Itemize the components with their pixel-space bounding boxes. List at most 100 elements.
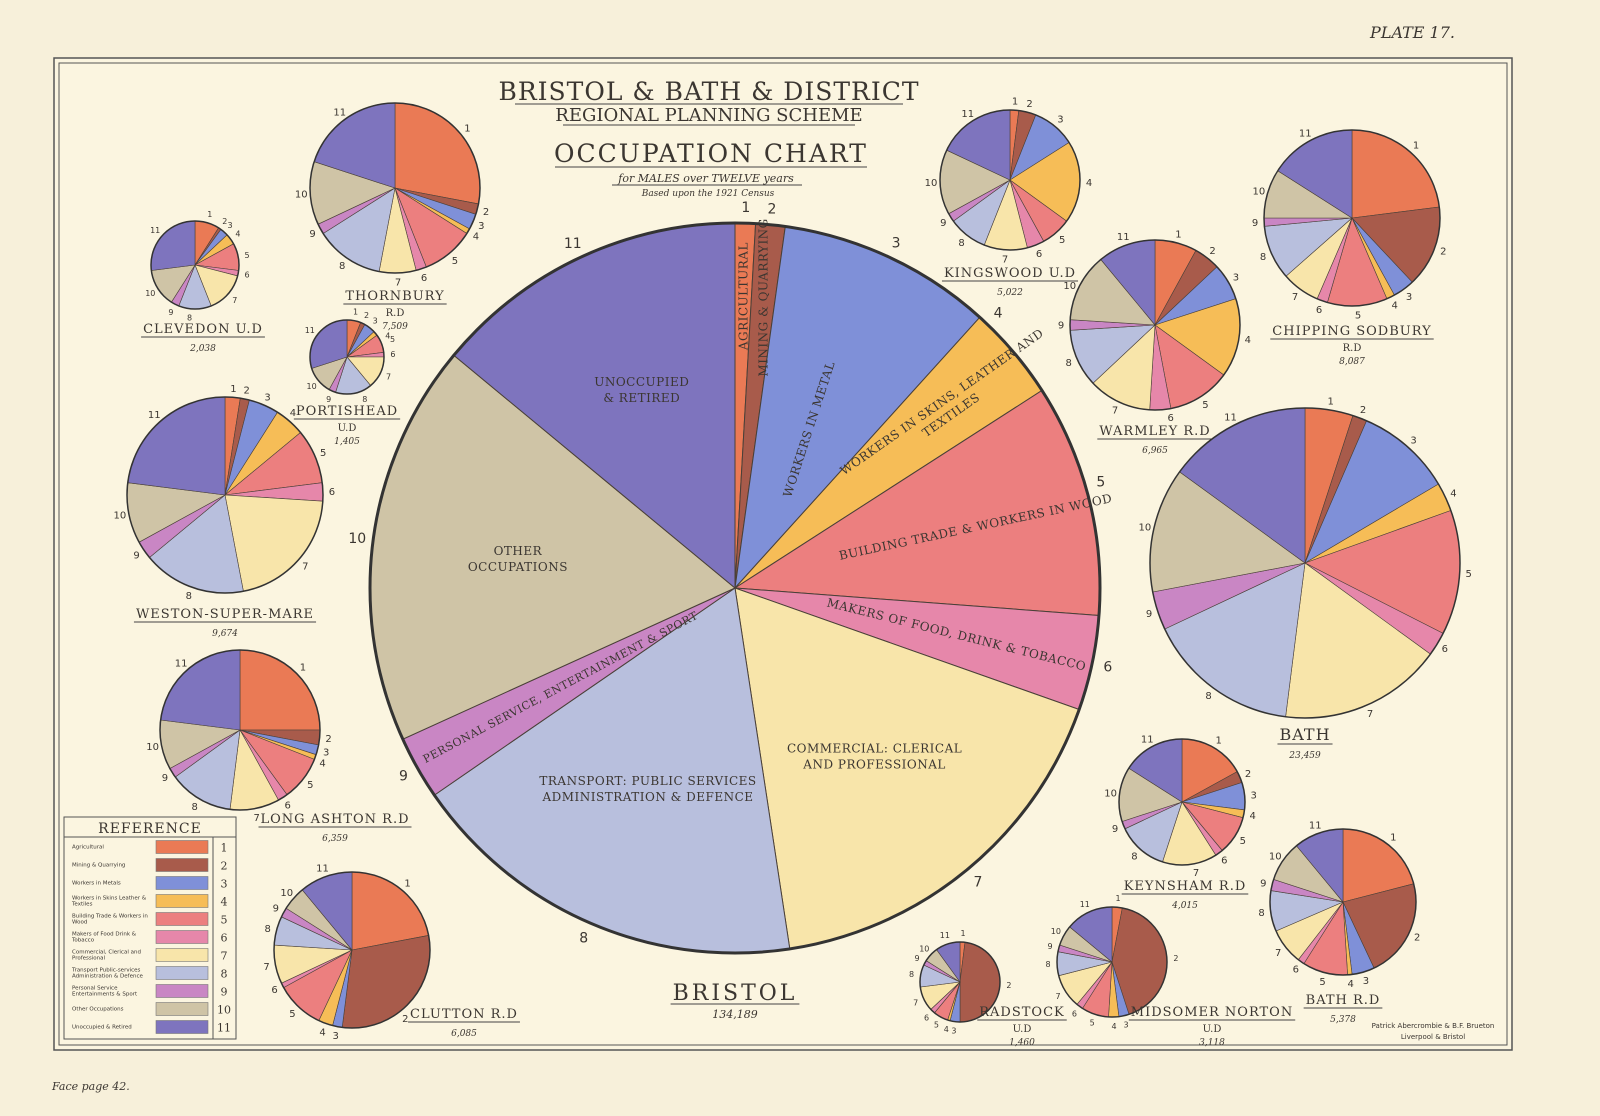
pie-total-bath-rd: 5,378 <box>1330 1015 1356 1025</box>
legend-number: 5 <box>221 914 228 927</box>
slice-number-label: 8 <box>1066 358 1072 369</box>
plate-number: PLATE 17. <box>1369 23 1455 42</box>
slice-number-label: 2 <box>364 311 369 320</box>
legend-label-line: Workers in Metals <box>72 881 121 887</box>
legend-label-line: Wood <box>72 919 87 925</box>
slice-number-label: 2 <box>222 217 227 226</box>
slice-number-label: 6 <box>329 487 335 498</box>
pie-kingswood: 1 2 3 4 5 6 7 8 9 10 11 KINGSWOOD U.D 5,022 <box>925 97 1093 298</box>
pie-clevedon: 1 2 34 5 6 7 8 9 10 11 CLEVEDON U.D 2,038 <box>141 210 265 354</box>
legend-swatch <box>155 984 209 998</box>
slice-number-label: 1 <box>1328 397 1334 408</box>
slice-number-label: 7 <box>263 962 269 973</box>
pie-long-ashton: 1 2 345 6 7 8 9 10 11 LONG ASHTON R.D 6,359 <box>146 649 412 844</box>
legend-item-2: Mining & Quarrying 2 <box>72 858 228 873</box>
slice-number-label: 9 <box>309 229 315 240</box>
pie-total-midsomer-norton: 3,118 <box>1199 1038 1225 1048</box>
legend-swatch <box>155 876 209 890</box>
slice-number-label: 1 <box>1012 97 1018 108</box>
pie-outline <box>309 319 385 395</box>
slice-number-label: 1 <box>404 879 410 890</box>
legend-swatch <box>155 858 209 872</box>
slice-number-label: 8 <box>1131 852 1137 863</box>
slice-number-label: 11 <box>1141 734 1154 745</box>
legend-label: Other Occupations <box>72 1007 124 1013</box>
pie-name-thornbury: THORNBURY <box>345 289 444 304</box>
slice-number-label: 3 <box>373 317 378 326</box>
slice-number-label: 5 <box>452 256 458 267</box>
slice-number-label: 7 <box>973 875 982 891</box>
slice-number-label: 1 <box>1390 833 1396 844</box>
slice-number-label: 8 <box>187 314 192 323</box>
slice-number-label: 2 <box>1360 405 1366 416</box>
slice-number-label: 5 <box>390 335 395 344</box>
legend-label-line: Unoccupied & Retired <box>72 1025 132 1031</box>
slice-number-label: 7 <box>1112 406 1118 417</box>
pie-weston: 1 2 3 4 5 6 7 8 9 10 11 WESTON-SUPER-MARE 9,674 <box>114 384 336 639</box>
legend-label: Mining & Quarrying <box>72 863 125 869</box>
pie-total-clutton: 6,085 <box>451 1029 477 1039</box>
slice-number-label: 10 <box>1269 851 1282 862</box>
slice-number-label: 5 <box>320 448 326 459</box>
legend-label-line: Makers of Food Drink & <box>72 932 137 938</box>
slice-number-label: 11 <box>940 931 950 940</box>
chart-title: OCCUPATION CHART <box>554 139 868 168</box>
legend-label-line: Textiles <box>71 901 93 907</box>
chart-subtitle-1: for MALES over TWELVE years <box>617 172 794 185</box>
slice-number-label: 2 <box>1006 981 1011 990</box>
bristol-slice-label-2: MINING & QUARRYING <box>756 218 770 376</box>
slice-number-label: 9 <box>1058 321 1064 332</box>
slice-number-label: 4 <box>1111 1022 1116 1031</box>
slice-number-label: 11 <box>333 108 346 119</box>
pie-total-keynsham: 4,015 <box>1171 901 1198 911</box>
title-line-2: REGIONAL PLANNING SCHEME <box>555 105 862 126</box>
slice-number-label: 11 <box>1309 820 1322 831</box>
pie-outline <box>1056 906 1168 1018</box>
pie-subname: U.D <box>338 423 357 434</box>
pie-outline <box>1149 407 1461 719</box>
slice-number-label: 7 <box>1292 292 1298 303</box>
legend-number: 1 <box>221 842 228 855</box>
slice-number-label: 1 <box>961 929 966 938</box>
pie-name-warmley: WARMLEY R.D <box>1099 424 1210 439</box>
legend-item-11: Unoccupied & Retired 11 <box>72 1020 231 1035</box>
legend-swatch <box>155 966 209 980</box>
slice-label-line: AND PROFESSIONAL <box>802 758 946 772</box>
slice-number-label: 6 <box>245 271 250 280</box>
slice-number-label: 1 <box>1216 736 1222 747</box>
legend-number: 4 <box>221 896 228 909</box>
legend-swatch <box>155 912 209 926</box>
slice-label-line: & RETIRED <box>603 391 680 405</box>
pie-outline <box>309 102 481 274</box>
legend-label-line: Administration & Defence <box>72 973 143 979</box>
slice-number-label: 2 <box>325 734 331 745</box>
legend-item-6: Makers of Food Drink & Tobacco 6 <box>71 930 228 945</box>
pie-name-keynsham: KEYNSHAM R.D <box>1124 879 1247 894</box>
slice-number-label: 4 <box>944 1025 949 1034</box>
slice-number-label: 2 <box>1245 769 1251 780</box>
pie-outline <box>126 396 324 594</box>
slice-number-label: 9 <box>1252 218 1258 229</box>
slice-number-label: 10 <box>114 511 127 522</box>
legend-swatch <box>155 1020 209 1034</box>
slice-number-label: 10 <box>295 189 308 200</box>
slice-number-label: 4 <box>1245 335 1251 346</box>
pie-outline <box>919 941 1001 1023</box>
legend-label: Building Trade & Workers in Wood <box>72 914 148 926</box>
slice-number-label: 9 <box>133 551 139 562</box>
slice-number-label: 7 <box>1193 868 1199 879</box>
legend-label: Workers in Skins Leather & Textiles <box>71 896 147 908</box>
slice-number-label: 6 <box>1442 644 1448 655</box>
legend-label-line: Workers in Skins Leather & <box>72 896 147 902</box>
slice-number-label: 10 <box>348 531 366 547</box>
slice-number-label: 3 <box>892 236 901 252</box>
legend-label-line: Personal Service <box>72 986 118 992</box>
pie-total-bristol: 134,189 <box>712 1008 758 1021</box>
pie-name-bath-rd: BATH R.D <box>1306 993 1381 1008</box>
slice-number-label: 6 <box>271 985 277 996</box>
legend-label-line: Other Occupations <box>72 1007 124 1013</box>
